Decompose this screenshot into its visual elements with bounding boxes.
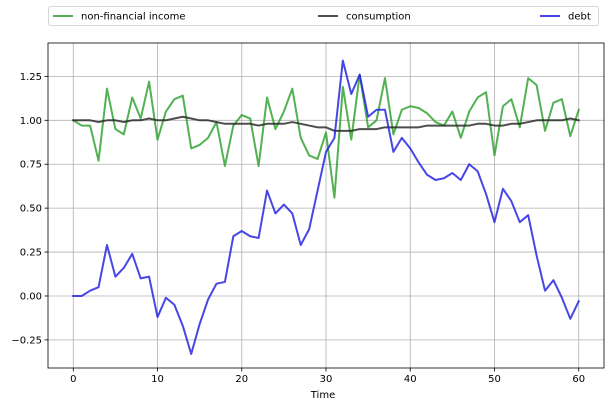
- x-tick-label: 50: [488, 374, 501, 385]
- x-tick-label: 0: [70, 374, 76, 385]
- legend-label-debt: debt: [568, 12, 591, 23]
- y-axis-ticks: −0.25 0.00 0.25 0.50 0.75 1.00 1.25: [11, 72, 48, 346]
- y-tick-label: 0.00: [20, 291, 42, 302]
- x-tick-label: 40: [404, 374, 417, 385]
- y-tick-label: 0.25: [20, 248, 42, 259]
- y-tick-label: −0.25: [11, 335, 42, 346]
- x-axis-label: Time: [310, 390, 335, 401]
- x-axis-ticks: 0 10 20 30 40 50 60: [70, 368, 585, 385]
- legend-label-non-financial-income: non-financial income: [81, 12, 186, 23]
- x-tick-label: 30: [320, 374, 333, 385]
- series-line-non-financial-income: [71, 73, 580, 199]
- x-tick-label: 10: [151, 374, 164, 385]
- y-tick-label: 1.25: [20, 72, 42, 83]
- series-line-consumption: [72, 115, 580, 132]
- legend-label-consumption: consumption: [346, 12, 411, 23]
- x-tick-label: 20: [235, 374, 248, 385]
- series-line-debt: [72, 59, 581, 355]
- x-tick-label: 60: [572, 374, 585, 385]
- legend: non-financial income consumption debt: [48, 6, 599, 26]
- y-tick-label: 0.50: [20, 204, 42, 215]
- series-lines: [71, 59, 581, 355]
- y-tick-label: 0.75: [20, 160, 42, 171]
- y-tick-label: 1.00: [20, 116, 42, 127]
- grid-lines: [48, 43, 604, 368]
